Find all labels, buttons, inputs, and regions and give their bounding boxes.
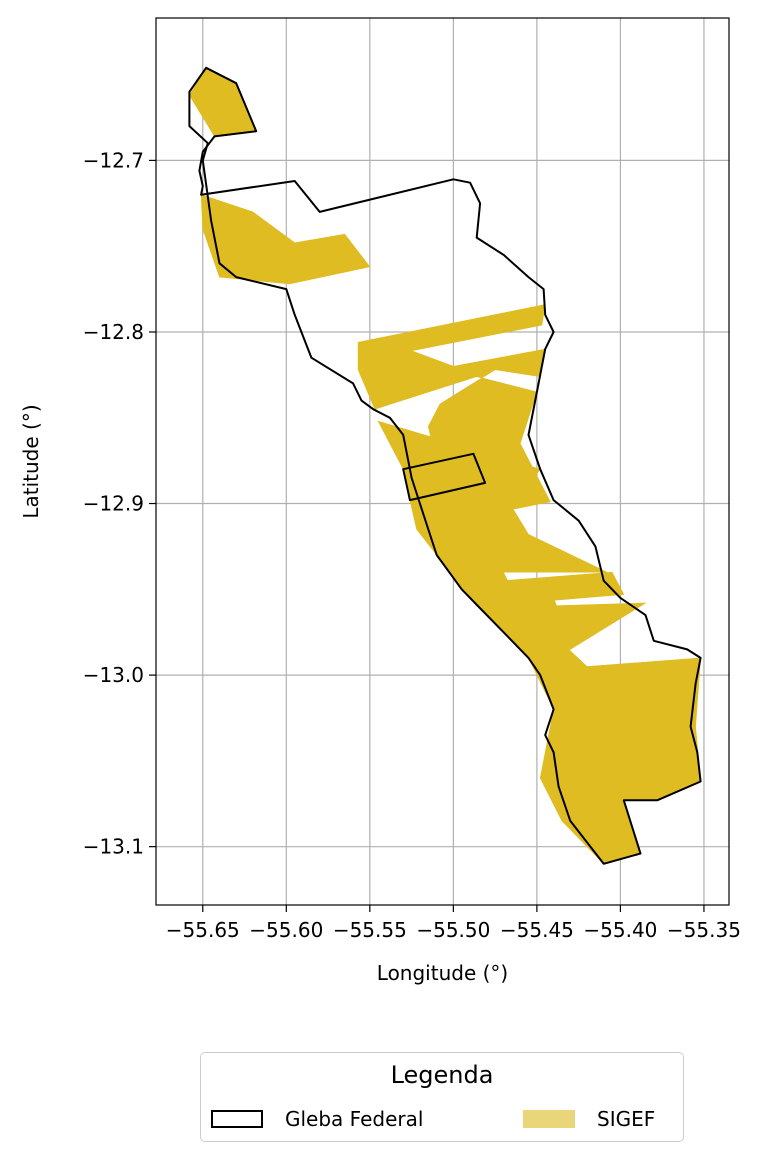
gleba-federal-boundary-0: [188, 66, 702, 865]
x-tick-label-4: −55.45: [500, 918, 574, 942]
legend-label-sigef: SIGEF: [597, 1107, 656, 1131]
legend-title: Legenda: [390, 1061, 494, 1089]
sigef-parcel-5: [528, 602, 647, 650]
x-ticks: −55.65 −55.60 −55.55 −55.50 −55.45 −55.40 −55.…: [166, 905, 741, 942]
x-tick-label-6: −55.35: [667, 918, 741, 942]
x-axis-label: Longitude (°): [377, 961, 508, 985]
x-tick-label-5: −55.40: [583, 918, 657, 942]
x-tick-label-1: −55.60: [249, 918, 323, 942]
legend-swatch-gleba-federal: [211, 1110, 263, 1128]
sigef-parcel-4: [502, 571, 625, 604]
y-tick-label-3: −13.0: [83, 663, 144, 687]
legend-label-gleba-federal: Gleba Federal: [285, 1107, 424, 1131]
x-tick-label-3: −55.50: [416, 918, 490, 942]
map-chart: −55.65 −55.60 −55.55 −55.50 −55.45 −55.40 −55.…: [19, 17, 741, 985]
y-tick-label-2: −12.9: [83, 492, 144, 516]
y-tick-label-1: −12.8: [83, 320, 144, 344]
x-tick-label-2: −55.55: [333, 918, 407, 942]
x-tick-label-0: −55.65: [166, 918, 240, 942]
legend-entry-gleba-federal: Gleba Federal: [211, 1105, 423, 1133]
sigef-parcel-1: [200, 194, 371, 285]
plot-frame: [155, 17, 730, 906]
legend: Legenda Gleba Federal SIGEF: [200, 1052, 684, 1142]
y-axis-label: Latitude (°): [19, 404, 43, 518]
legend-entry-sigef: SIGEF: [523, 1105, 655, 1133]
gleba-federal-boundary-1: [402, 452, 487, 502]
sigef-layer: [189, 67, 701, 865]
y-ticks: −12.7 −12.8 −12.9 −13.0 −13.1: [83, 148, 156, 859]
y-tick-label-0: −12.7: [83, 148, 144, 172]
legend-swatch-sigef: [523, 1110, 575, 1128]
y-tick-label-4: −13.1: [83, 835, 144, 859]
gleba-federal-layer: [188, 66, 702, 865]
